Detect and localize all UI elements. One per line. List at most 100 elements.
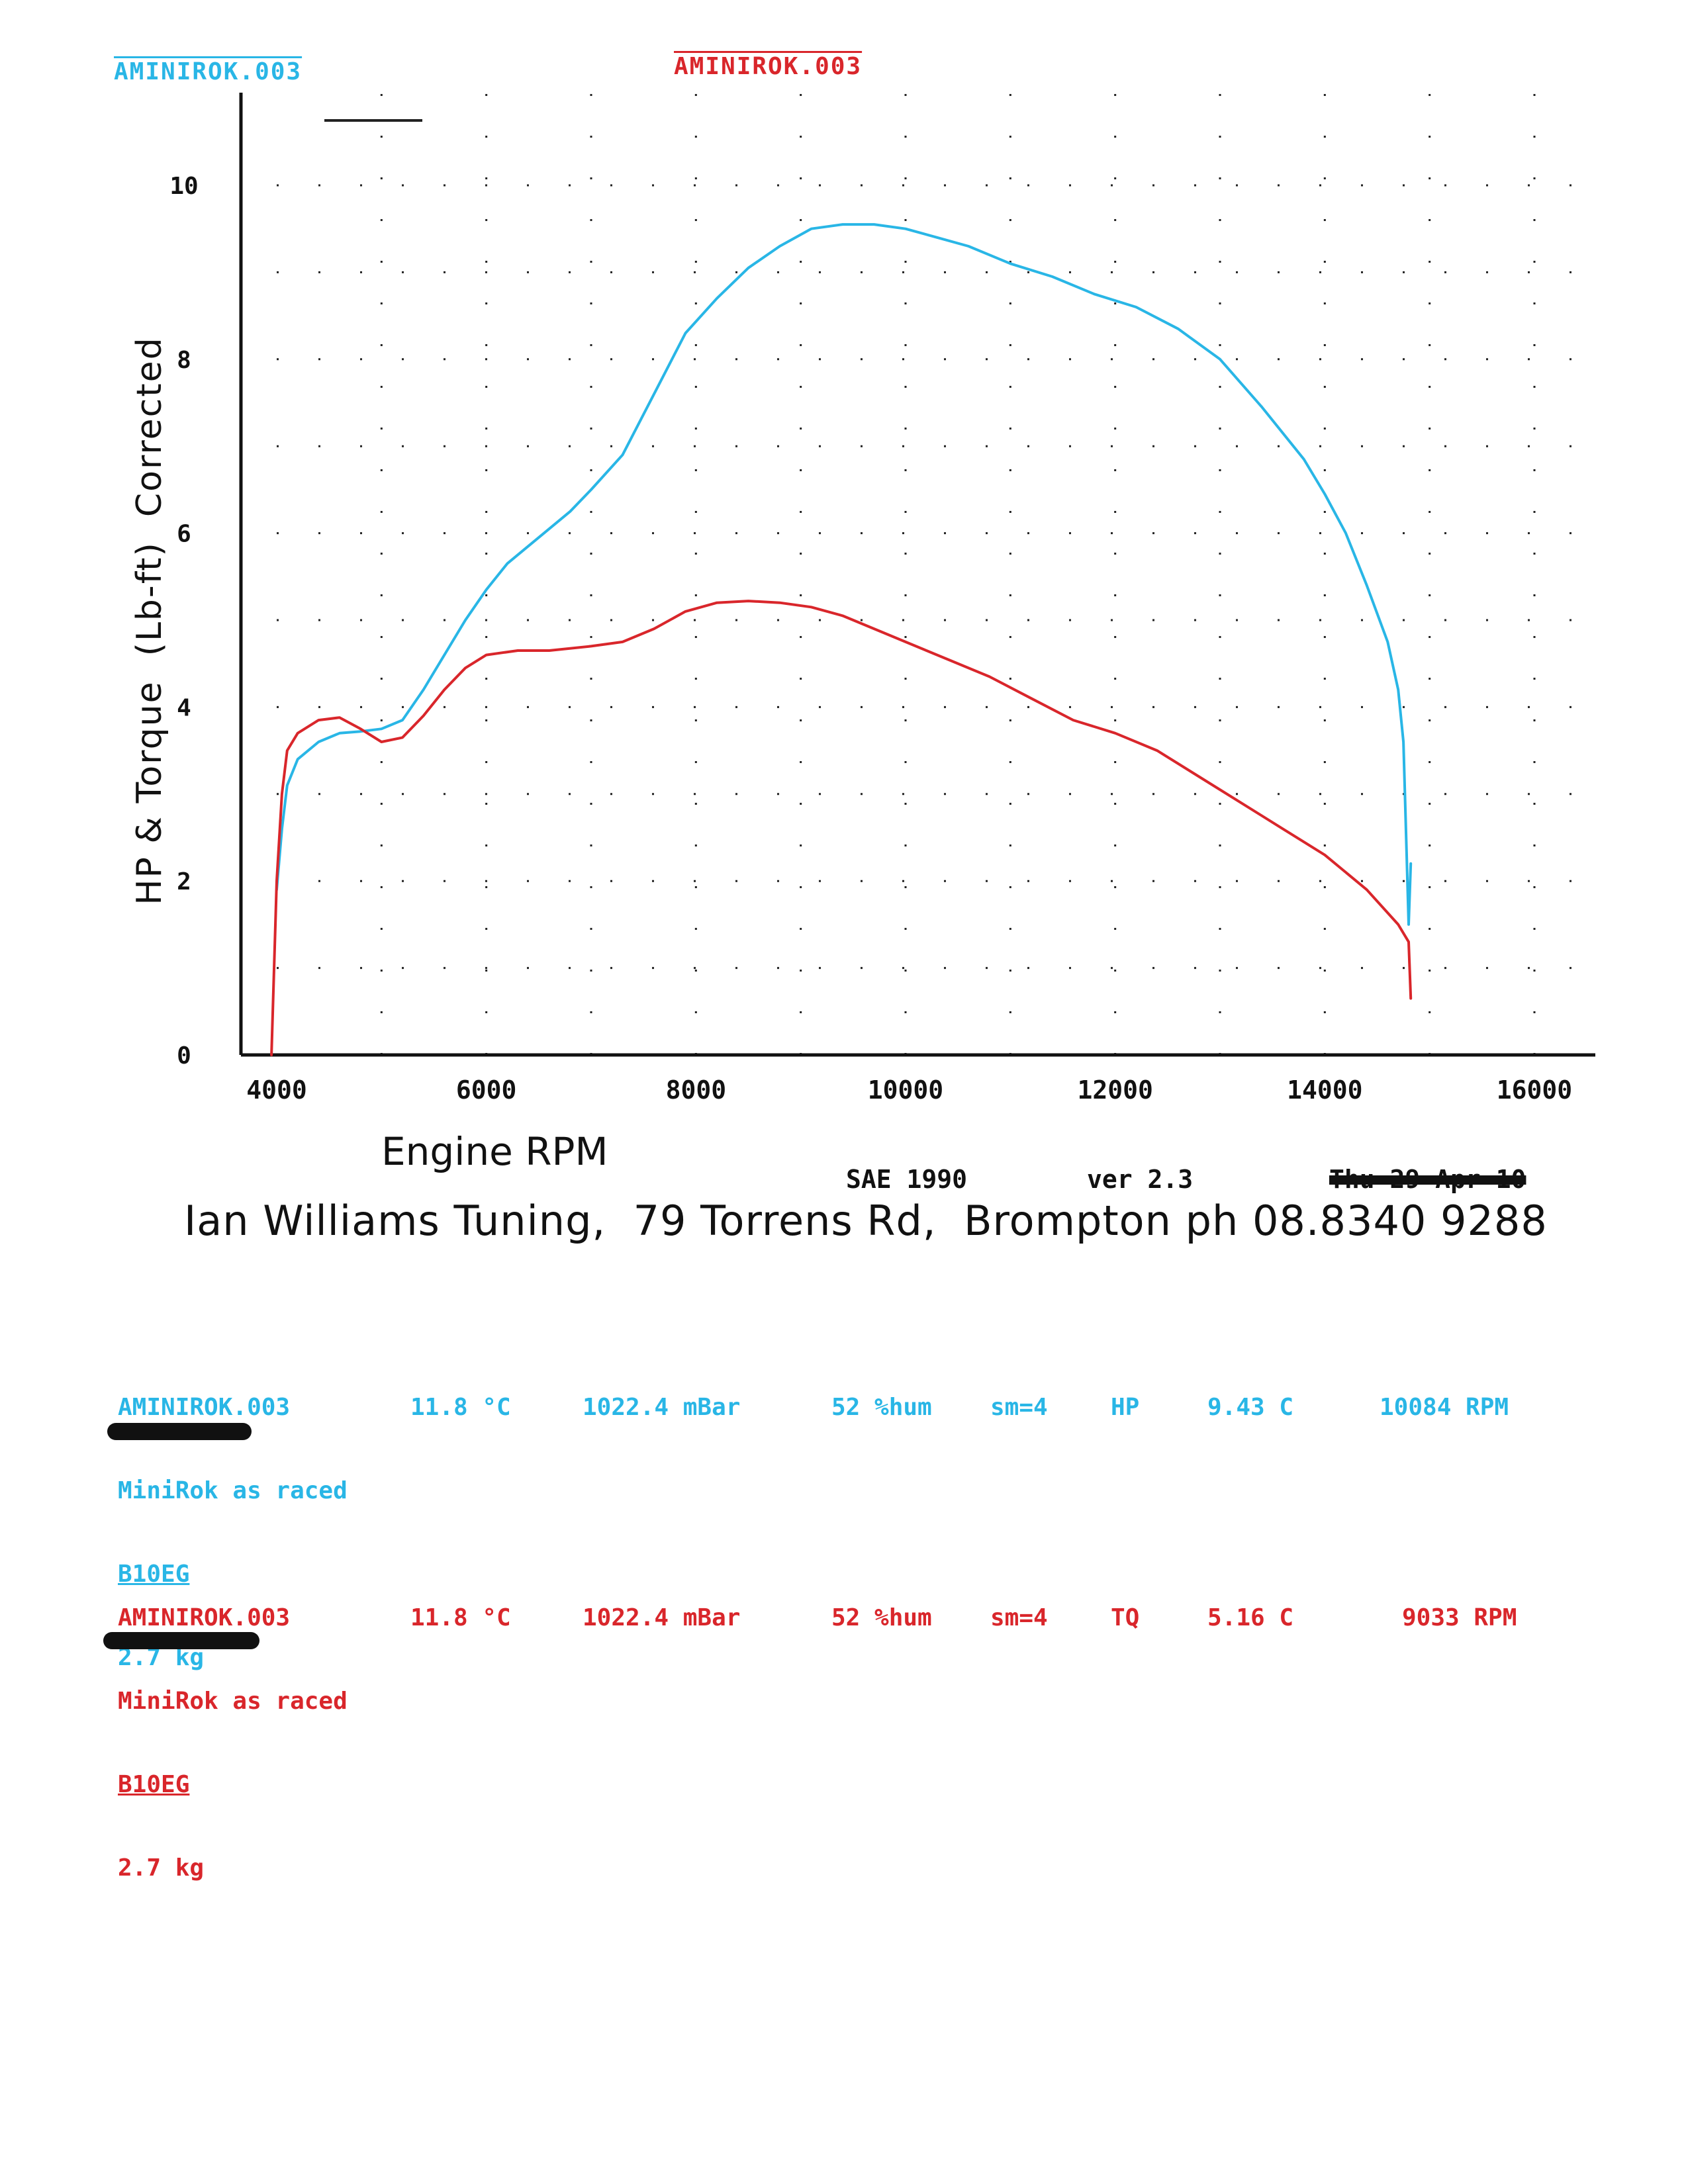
y-tick-label: 4 [177, 694, 191, 721]
y-axis-label: HP & Torque (Lb-ft) Corrected [130, 336, 169, 905]
run-sm: sm=4 [990, 1604, 1048, 1631]
legend-hp: AMINIROK.003 [114, 58, 303, 85]
data-point-tq [281, 793, 283, 796]
data-point-tq [946, 658, 949, 660]
y-tick-label: 2 [177, 868, 191, 895]
data-point-tq [1156, 749, 1158, 752]
data-point-tq [1409, 997, 1412, 1000]
data-point-hp [967, 245, 970, 248]
data-point-hp [778, 245, 781, 248]
data-point-tq [684, 610, 686, 613]
data-point-tq [1323, 854, 1326, 856]
data-point-tq [401, 736, 404, 739]
data-point-tq [1030, 697, 1033, 700]
data-point-hp [569, 510, 571, 513]
data-point-tq [338, 716, 341, 719]
x-tick-label: 12000 [1077, 1075, 1152, 1105]
data-point-hp [904, 228, 907, 230]
shop-address: 79 Torrens Rd, [633, 1197, 937, 1245]
data-point-hp [810, 228, 812, 230]
data-point-hp [1303, 458, 1305, 461]
data-point-hp [401, 719, 404, 721]
data-point-tq [1366, 888, 1368, 891]
data-point-tq [841, 614, 844, 617]
data-point-hp [873, 223, 875, 226]
data-point-hp [1177, 328, 1180, 330]
date-redacted: Thu 29 Apr 10 [1329, 1165, 1526, 1194]
series-line-tq [270, 600, 1413, 1056]
data-point-hp [538, 536, 540, 539]
data-point-tq [1197, 776, 1200, 778]
data-point-hp [422, 688, 425, 691]
data-point-hp [1051, 275, 1054, 278]
data-point-tq [270, 1054, 273, 1056]
data-point-hp [1135, 306, 1137, 308]
version: ver 2.3 [1087, 1165, 1194, 1194]
x-tick-label: 14000 [1287, 1075, 1362, 1105]
data-point-hp [464, 619, 467, 621]
y-tick-label: 10 [169, 173, 198, 200]
data-point-tq [1114, 732, 1117, 735]
data-point-hp [1407, 923, 1410, 926]
data-point-tq [1397, 923, 1399, 926]
data-point-tq [1282, 827, 1284, 830]
run-peak: 9.43 C [1207, 1394, 1294, 1421]
y-tick-label: 0 [177, 1042, 191, 1069]
run-info-tq: AMINIROK.003 11.8 °C 1022.4 mBar 52 %hum… [118, 1549, 1574, 1910]
run-humidity: 52 %hum [831, 1604, 932, 1631]
data-point-hp [485, 588, 488, 591]
data-point-hp [716, 297, 718, 300]
series-line-hp [275, 223, 1413, 926]
data-point-hp [1366, 584, 1368, 586]
data-point-tq [297, 732, 299, 735]
run-description: MiniRok as raced [118, 1688, 348, 1715]
data-point-tq [904, 641, 907, 643]
data-point-tq [810, 606, 812, 608]
data-point-hp [317, 741, 320, 743]
run-rpm: 9033 RPM [1402, 1604, 1517, 1631]
run-temp: 11.8 °C [410, 1604, 511, 1631]
data-point-hp [1323, 492, 1326, 495]
run-file: AMINIROK.003 [118, 1604, 291, 1631]
data-point-tq [380, 741, 383, 743]
data-point-hp [359, 730, 362, 733]
run-humidity: 52 %hum [831, 1394, 932, 1421]
data-point-tq [747, 600, 749, 602]
data-point-hp [281, 827, 283, 830]
data-point-tq [1240, 801, 1243, 804]
data-point-tq [548, 649, 551, 652]
data-point-tq [464, 666, 467, 669]
data-point-hp [297, 758, 299, 760]
run-info-hp: AMINIROK.003 11.8 °C 1022.4 mBar 52 %hum… [118, 1338, 1574, 1700]
run-sm: sm=4 [990, 1394, 1048, 1421]
data-point-hp [1260, 406, 1263, 408]
y-tick-label: 6 [177, 521, 191, 548]
data-point-tq [988, 675, 991, 678]
run-redacted-line: 2.7 kg [118, 1854, 205, 1882]
shop-name: Ian Williams Tuning, [184, 1197, 606, 1245]
run-engine: B10EG [118, 1561, 190, 1588]
run-description: MiniRok as raced [118, 1477, 348, 1504]
run-rpm: 10084 RPM [1380, 1394, 1509, 1421]
run-summary: AMINIROK.003 11.8 °C 1022.4 mBar 52 %hum… [118, 1604, 1574, 1632]
redaction-mark [107, 1423, 252, 1440]
data-point-tq [1072, 719, 1074, 721]
data-point-hp [1397, 688, 1399, 691]
x-tick-label: 10000 [868, 1075, 943, 1105]
data-point-hp [443, 654, 445, 657]
data-point-hp [684, 332, 686, 334]
run-peak: 5.16 C [1207, 1604, 1294, 1631]
y-tick-label: 8 [177, 347, 191, 374]
data-point-hp [1219, 358, 1221, 361]
x-tick-label: 16000 [1497, 1075, 1572, 1105]
run-summary: AMINIROK.003 11.8 °C 1022.4 mBar 52 %hum… [118, 1394, 1574, 1422]
data-point-hp [1009, 262, 1011, 265]
data-point-tq [443, 688, 445, 691]
shop-phone: Brompton ph 08.8340 9288 [964, 1197, 1548, 1245]
data-point-tq [485, 654, 488, 657]
data-point-tq [1407, 940, 1410, 943]
data-point-hp [1402, 741, 1405, 743]
data-point-hp [841, 223, 844, 226]
data-point-tq [716, 602, 718, 604]
